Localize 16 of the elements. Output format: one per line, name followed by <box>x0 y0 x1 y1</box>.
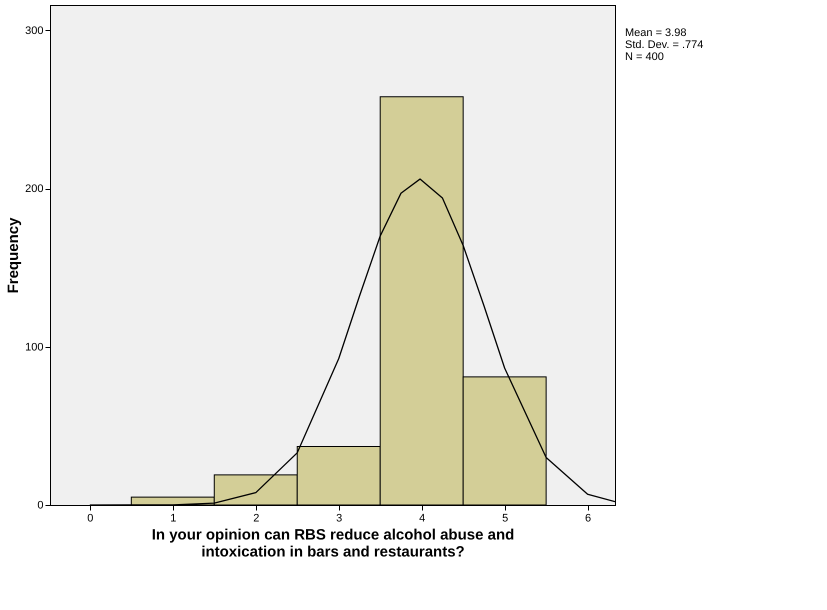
y-tick-label: 300 <box>25 24 44 37</box>
x-tick-label: 6 <box>585 512 592 524</box>
x-tick-label: 0 <box>87 512 94 524</box>
y-tick-label: 0 <box>37 500 44 512</box>
text: N = 400 <box>625 51 664 63</box>
y-tick-label: 100 <box>25 341 44 354</box>
x-tick-label: 4 <box>419 512 426 524</box>
text: Std. Dev. = .774 <box>625 39 704 51</box>
x-tick-label: 5 <box>502 512 508 524</box>
x-tick-label: 2 <box>253 512 260 524</box>
x-tick-label: 3 <box>336 512 342 524</box>
y-tick-label: 200 <box>25 183 44 196</box>
x-tick-label: 1 <box>170 512 176 524</box>
y-axis-title: Frequency <box>5 216 22 294</box>
text: Mean = 3.98 <box>625 27 686 39</box>
x-axis-title: In your opinion can RBS reduce alcohol abuse and intoxication in bars and restaurants? <box>152 526 514 560</box>
